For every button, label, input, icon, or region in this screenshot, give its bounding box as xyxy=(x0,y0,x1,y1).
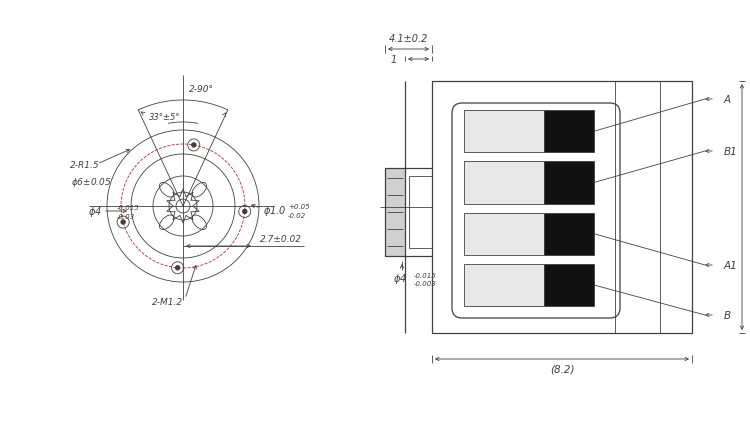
Bar xyxy=(385,169,405,256)
Text: $\phi$1.0: $\phi$1.0 xyxy=(263,204,286,218)
Text: A1: A1 xyxy=(724,260,738,271)
Circle shape xyxy=(121,221,125,225)
Text: +0.05: +0.05 xyxy=(288,204,310,210)
Bar xyxy=(432,82,692,333)
Circle shape xyxy=(192,144,196,147)
Text: $\phi$4: $\phi$4 xyxy=(393,271,407,285)
Text: 33°±5°: 33°±5° xyxy=(149,113,181,122)
Text: 1: 1 xyxy=(391,55,397,65)
Text: A: A xyxy=(724,95,731,105)
Bar xyxy=(544,111,594,153)
Text: (8.2): (8.2) xyxy=(550,364,574,374)
Circle shape xyxy=(176,266,179,270)
Text: -0.015: -0.015 xyxy=(117,204,140,210)
Text: $\phi$4: $\phi$4 xyxy=(88,204,102,219)
Bar xyxy=(464,265,544,306)
Text: -0.003: -0.003 xyxy=(414,280,436,286)
Text: B: B xyxy=(724,310,731,320)
Text: 4.1±0.2: 4.1±0.2 xyxy=(388,34,428,44)
Text: -0.03: -0.03 xyxy=(117,213,135,219)
Text: 2-R1.5: 2-R1.5 xyxy=(70,160,100,169)
Bar xyxy=(544,162,594,204)
Bar xyxy=(464,213,544,255)
Circle shape xyxy=(243,210,247,214)
Bar xyxy=(464,162,544,204)
Bar xyxy=(544,265,594,306)
Text: -0.015: -0.015 xyxy=(414,272,436,278)
Text: -0.02: -0.02 xyxy=(288,213,306,219)
Bar xyxy=(544,213,594,255)
Text: 2-M1.2: 2-M1.2 xyxy=(152,298,184,307)
Text: 2-90°: 2-90° xyxy=(188,84,214,93)
Text: B1: B1 xyxy=(724,147,738,157)
Text: $\phi$6±0.05: $\phi$6±0.05 xyxy=(71,176,112,189)
Text: 2.7±0.02: 2.7±0.02 xyxy=(260,235,302,244)
Bar xyxy=(464,111,544,153)
